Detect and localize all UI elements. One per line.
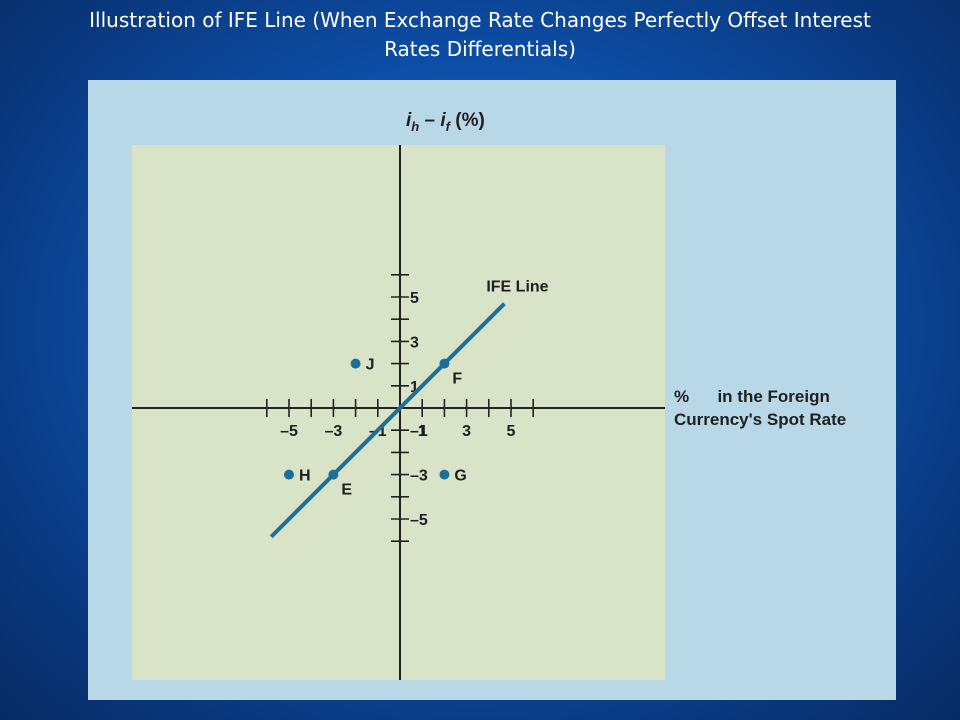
x-axis-label-line-1: % in the Foreign [674,387,830,406]
x-axis-label-line-2: Currency's Spot Rate [674,410,846,429]
data-point-label-e: E [341,482,352,499]
y-axis-label-i: i [406,110,412,131]
data-point-f [439,358,450,369]
x-tick-label: 3 [462,423,471,440]
y-tick-label: 1 [410,379,419,396]
y-axis-label-h-subscript: h [411,119,419,134]
ife-line-group: IFE Line [269,279,549,539]
data-point-j [350,358,361,369]
y-axis-label-f-subscript: f [446,119,452,134]
y-axis-label-unit: (%) [450,110,485,131]
data-point-label-f: F [452,371,462,388]
y-tick-label: –5 [410,512,428,529]
figure-panel: ih – if (%) % in the Foreign Currency's … [88,80,896,700]
data-point-g [439,469,450,480]
ife-chart: ih – if (%) % in the Foreign Currency's … [132,110,846,680]
data-point-e [328,469,339,480]
y-tick-label: 3 [410,334,419,351]
y-axis-label-dash: – [419,110,440,131]
y-tick-label: –3 [410,468,428,485]
x-tick-label: –5 [280,423,298,440]
x-tick-label: 1 [418,423,427,440]
plot-area [132,145,665,680]
axis-ticks [266,274,535,543]
data-point-label-h: H [299,468,311,485]
y-tick-label: 5 [410,290,419,307]
x-tick-label: 5 [507,423,516,440]
y-axis-label-i2: i [440,110,446,131]
y-axis-label: ih – if (%) [406,110,485,134]
data-points: J F H E G [284,357,467,499]
ife-line [269,302,506,539]
data-point-label-j: J [366,357,375,374]
slide-title-line-2: Rates Differentials) [384,37,576,61]
slide-title-line-1: Illustration of IFE Line (When Exchange … [89,8,871,32]
ife-line-label: IFE Line [486,279,548,296]
data-point-label-g: G [454,468,466,485]
x-tick-label: –3 [325,423,343,440]
y-tick-label: –1 [410,423,428,440]
slide-title: Illustration of IFE Line (When Exchange … [0,6,960,64]
data-point-h [284,469,294,480]
